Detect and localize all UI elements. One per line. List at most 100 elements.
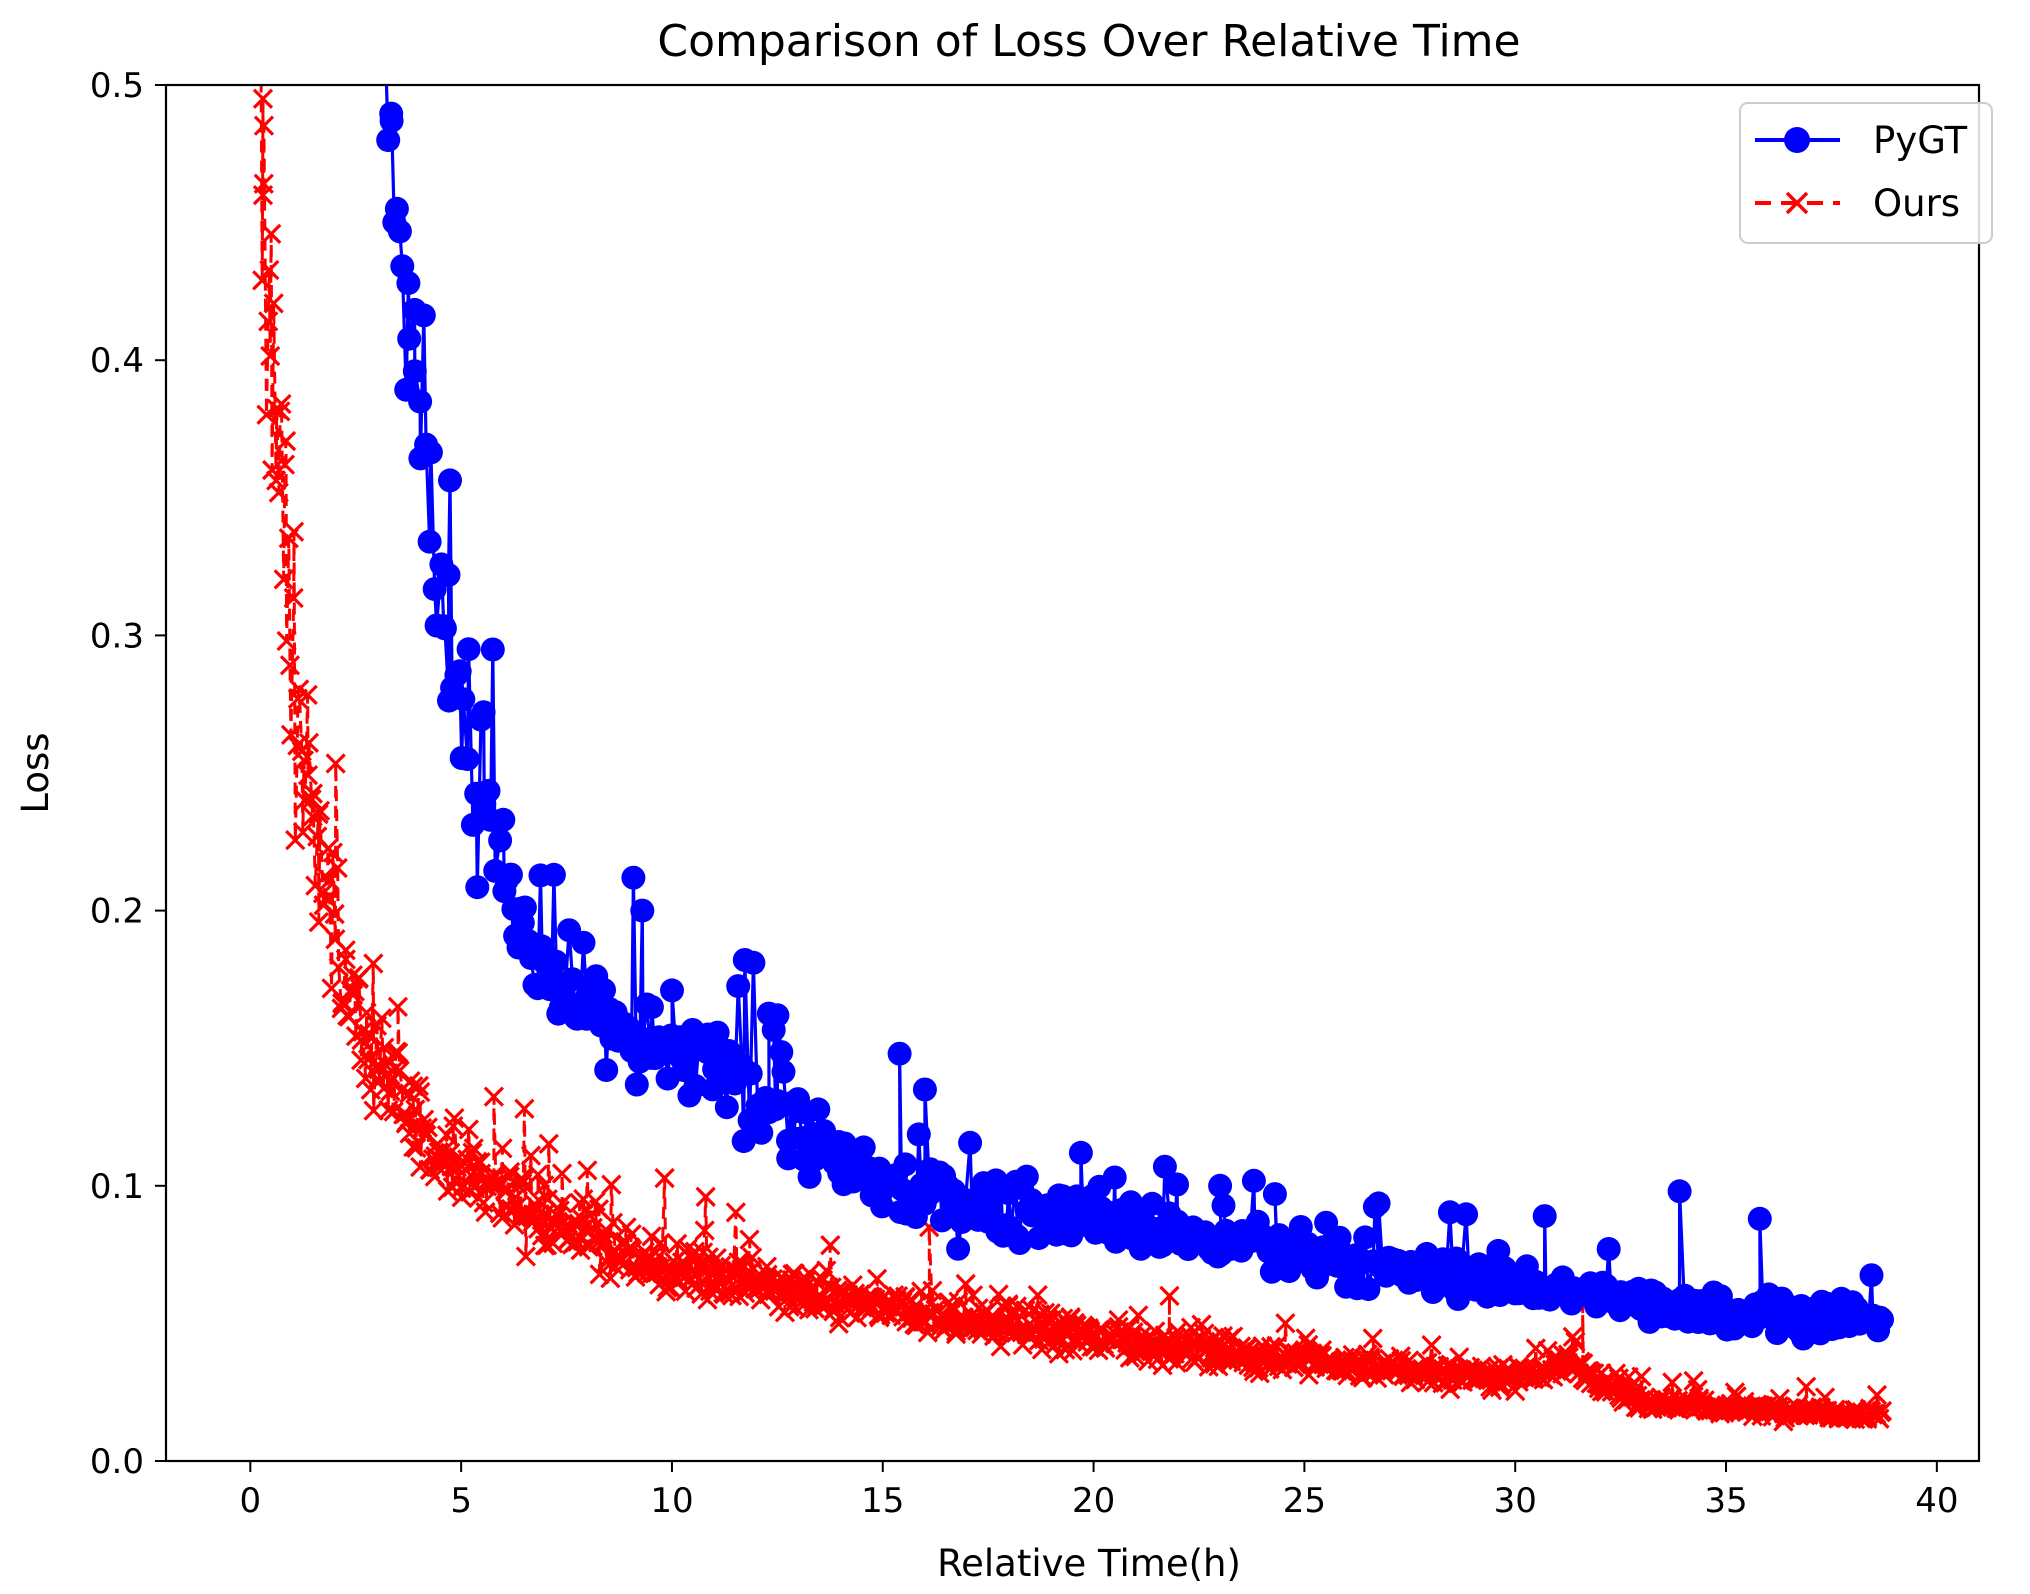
ours-point	[325, 753, 346, 774]
ours-point	[261, 223, 282, 244]
ours-point	[321, 978, 342, 999]
pygt-point	[771, 1059, 796, 1084]
pygt-point	[714, 1095, 739, 1120]
ours-point	[297, 765, 319, 786]
ours-point	[1795, 1376, 1817, 1397]
ours-point	[515, 1246, 536, 1267]
x-axis-title: Relative Time(h)	[937, 1542, 1241, 1585]
pygt-point	[726, 974, 751, 999]
ours-point	[536, 1235, 558, 1256]
ours-markers	[252, 88, 1893, 1432]
ours-point	[1166, 1352, 1187, 1373]
ours-point	[270, 401, 291, 422]
ours-point	[695, 1186, 716, 1207]
ours-point	[756, 1256, 778, 1277]
ours-point	[621, 1224, 642, 1245]
ours-point	[443, 1115, 464, 1137]
pygt-point	[1366, 1191, 1391, 1216]
ours-point	[283, 587, 304, 609]
ours-point	[520, 1145, 542, 1166]
axes	[164, 83, 1981, 1463]
ours-point	[1015, 1300, 1036, 1321]
plot-frame	[164, 83, 1981, 1463]
ours-point	[492, 1138, 513, 1159]
pygt-point	[912, 1077, 937, 1102]
y-tick-label: 0.3	[90, 616, 144, 656]
pygt-point	[639, 995, 664, 1020]
ours-point	[335, 949, 356, 970]
pygt-point	[418, 440, 443, 465]
ours-point	[551, 1163, 573, 1184]
ours-point	[694, 1220, 715, 1241]
ours-point	[253, 173, 274, 194]
x-tick-label: 30	[1494, 1481, 1537, 1521]
ours-point	[1027, 1284, 1048, 1306]
ours-point	[829, 1307, 850, 1328]
x-tick-label: 0	[240, 1481, 262, 1521]
pygt-point	[1356, 1277, 1381, 1302]
ours-point	[551, 1193, 573, 1214]
ours-point	[739, 1229, 760, 1250]
ours-point	[274, 454, 296, 475]
pygt-point	[541, 862, 566, 887]
ours-point	[948, 1291, 969, 1312]
ours-point	[527, 1164, 549, 1185]
ours-point	[601, 1174, 622, 1195]
pygt-point	[1007, 1231, 1032, 1255]
pygt-markers	[376, 101, 1894, 1351]
ours-point	[458, 1119, 479, 1140]
ours-point	[1128, 1305, 1149, 1326]
ours-point	[779, 1296, 800, 1317]
ours-point	[496, 1178, 517, 1199]
ours-point	[387, 996, 409, 1018]
pygt-point	[738, 1061, 763, 1086]
ours-point	[283, 521, 305, 542]
pygt-point	[376, 128, 401, 153]
pygt-point	[544, 949, 569, 974]
pygt-point	[630, 898, 655, 923]
ours-point	[260, 345, 281, 367]
ours-point	[273, 569, 294, 590]
ours-point	[322, 842, 343, 863]
x-tick-label: 40	[1915, 1481, 1958, 1521]
ours-point	[271, 393, 292, 415]
legend: PyGT Ours	[1739, 102, 1993, 244]
ours-point	[955, 1273, 976, 1295]
pygt-point	[491, 807, 516, 832]
pygt-point	[1259, 1259, 1284, 1284]
pygt-point	[660, 978, 684, 1003]
ours-point	[374, 1037, 395, 1058]
pygt-point	[465, 875, 490, 900]
pygt-point	[1211, 1193, 1236, 1218]
pygt-point	[571, 930, 596, 955]
pygt-point	[1208, 1173, 1233, 1198]
legend-pygt-marker	[1784, 127, 1810, 153]
ours-point	[504, 1214, 525, 1236]
series-layer	[252, 85, 1894, 1432]
ours-point	[279, 655, 301, 676]
pygt-point	[1667, 1179, 1692, 1204]
ours-point	[922, 1280, 943, 1301]
ours-point	[301, 789, 322, 810]
pygt-point	[1068, 1140, 1093, 1165]
pygt-point	[1353, 1225, 1378, 1250]
pygt-point	[958, 1130, 983, 1155]
pygt-point	[1102, 1165, 1127, 1190]
ours-point	[725, 1202, 746, 1223]
ours-point	[684, 1241, 706, 1262]
ours-point	[730, 1253, 752, 1274]
ours-point	[579, 1205, 600, 1226]
pygt-point	[621, 865, 646, 890]
ours-point	[253, 115, 275, 136]
pygt-point	[476, 778, 501, 803]
pygt-point	[741, 950, 766, 975]
pygt-point	[594, 1058, 619, 1082]
ours-point	[280, 724, 302, 745]
ours-point	[252, 88, 274, 109]
ours-point	[820, 1235, 841, 1256]
ours-point	[371, 1008, 392, 1029]
ours-point	[298, 732, 320, 754]
y-tick-label: 0.2	[90, 892, 144, 932]
